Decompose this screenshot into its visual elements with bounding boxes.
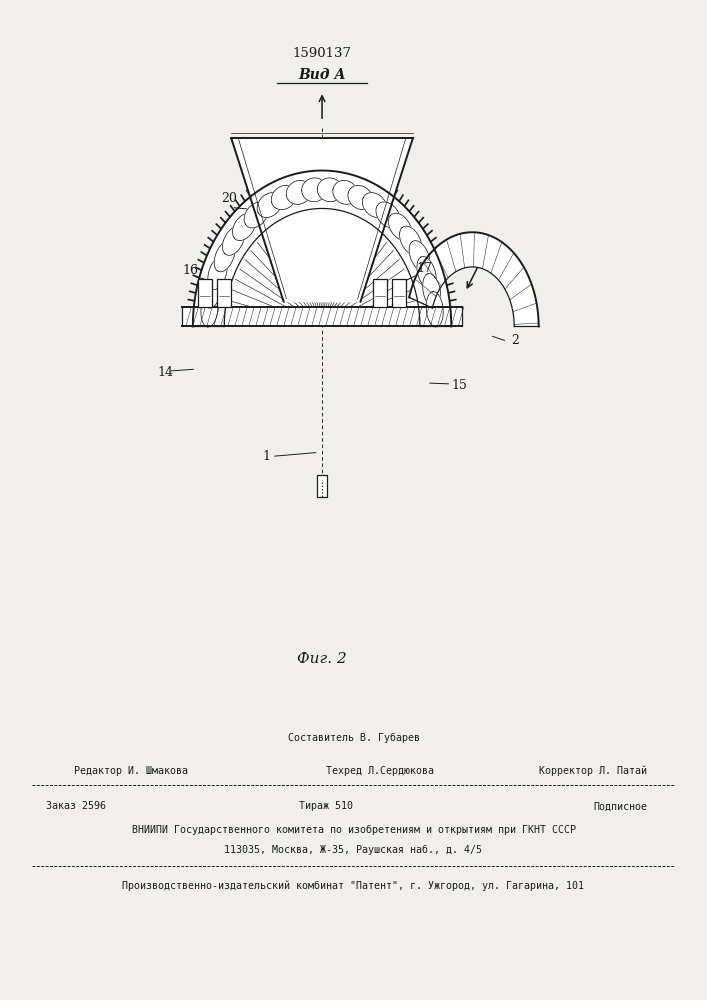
Text: 20: 20 [221,192,237,205]
Polygon shape [233,213,256,241]
Polygon shape [182,307,462,326]
Text: Фиг. 2: Фиг. 2 [297,652,347,666]
Polygon shape [409,241,430,272]
Polygon shape [193,171,451,326]
Polygon shape [317,178,342,202]
Text: 16: 16 [182,264,199,277]
Bar [373,279,387,307]
Polygon shape [399,226,421,255]
Text: Подписное: Подписное [593,801,647,811]
Text: Редактор И. Шмакова: Редактор И. Шмакова [74,766,188,776]
Text: 1: 1 [263,450,271,463]
Polygon shape [201,292,218,327]
Polygon shape [224,208,420,326]
Polygon shape [388,213,411,241]
Text: ВНИИПИ Государственного комитета по изобретениям и открытиям при ГКНТ СССР: ВНИИПИ Государственного комитета по изоб… [132,825,575,835]
Polygon shape [417,257,436,289]
Bar [392,279,406,307]
Text: Техред Л.Сердюкова: Техред Л.Сердюкова [325,766,433,776]
Bar [217,279,231,307]
Polygon shape [376,202,400,228]
Polygon shape [271,185,296,210]
Polygon shape [348,185,373,210]
Text: 17: 17 [416,262,432,275]
Text: Тираж 510: Тираж 510 [298,801,353,811]
Text: Корректор Л. Патай: Корректор Л. Патай [539,765,647,776]
Text: 1590137: 1590137 [293,47,351,60]
Polygon shape [257,193,282,218]
Text: 2: 2 [510,334,518,347]
Polygon shape [423,274,440,308]
Polygon shape [204,274,221,308]
Polygon shape [286,180,311,204]
Text: 14: 14 [158,366,174,379]
Polygon shape [409,232,539,326]
Text: Вид А: Вид А [298,68,346,82]
Bar [317,475,327,497]
Polygon shape [363,193,387,218]
Polygon shape [426,292,443,327]
Polygon shape [244,202,268,228]
Text: 113035, Москва, Ж-35, Раушская наб., д. 4/5: 113035, Москва, Ж-35, Раушская наб., д. … [225,845,482,855]
Polygon shape [231,138,413,302]
Text: 15: 15 [451,379,467,392]
Polygon shape [208,257,227,289]
Polygon shape [223,226,245,255]
Bar [199,279,212,307]
Text: Составитель В. Губарев: Составитель В. Губарев [288,733,419,743]
Polygon shape [302,178,327,202]
Polygon shape [333,180,358,204]
Polygon shape [214,241,235,272]
Text: Производственно-издательский комбинат "Патент", г. Ужгород, ул. Гагарина, 101: Производственно-издательский комбинат "П… [122,881,585,891]
Text: Заказ 2596: Заказ 2596 [46,801,106,811]
